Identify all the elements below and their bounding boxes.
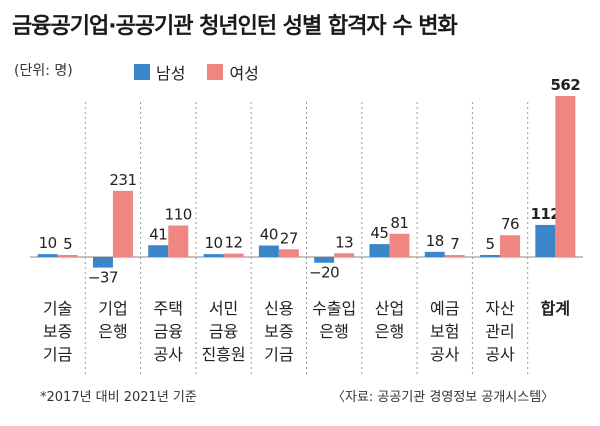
- category-label: 기술: [43, 299, 72, 318]
- data-label-female: 27: [280, 229, 298, 247]
- category-label: 보증: [43, 322, 72, 341]
- data-label-female: 562: [550, 76, 580, 94]
- category-label: 공사: [430, 345, 460, 364]
- bar-female: [112, 190, 133, 257]
- category-label: 서민: [209, 299, 238, 318]
- data-label-male: 5: [486, 235, 495, 253]
- legend-swatch-male: [134, 64, 150, 80]
- unit-label: (단위: 명): [14, 63, 73, 79]
- bar-female: [168, 225, 189, 257]
- source-note: 〈자료: 공공기관 경영정보 공개시스템〉: [332, 390, 555, 405]
- bar-male: [203, 254, 224, 257]
- category-label: 은행: [319, 322, 348, 341]
- bar-male: [535, 224, 556, 257]
- data-label-male: 10: [205, 234, 223, 252]
- category-label: 자산: [485, 299, 515, 318]
- data-label-male: 18: [426, 232, 444, 250]
- category-label: 산업: [375, 299, 404, 318]
- category-label: 예금: [430, 299, 459, 318]
- data-label-male: 45: [370, 224, 388, 242]
- category-label: 주택: [154, 299, 183, 318]
- data-label-female: 76: [501, 215, 519, 233]
- bar-female: [389, 233, 410, 257]
- category-label: 수출입: [312, 299, 356, 318]
- data-label-male: −20: [309, 264, 339, 282]
- bar-male: [37, 254, 58, 257]
- bar-female: [57, 255, 78, 257]
- bar-female: [334, 253, 355, 257]
- bar-female: [444, 254, 465, 257]
- category-label: 금융: [154, 322, 183, 341]
- legend-label-female: 여성: [229, 64, 259, 83]
- bar-female: [555, 96, 576, 257]
- category-label: 합계: [541, 299, 570, 318]
- bar-male: [480, 255, 501, 257]
- bar-female: [223, 253, 244, 257]
- legend-item-male: 남성: [134, 60, 185, 84]
- chart-title: 금융공기업·공공기관 청년인턴 성별 합격자 수 변화: [12, 14, 458, 39]
- category-label: 보증: [264, 322, 293, 341]
- category-label: 신용: [264, 299, 293, 318]
- legend: 남성 여성: [134, 60, 281, 84]
- category-label: 기금: [43, 345, 72, 364]
- data-label-male: 112: [530, 205, 560, 223]
- bar-female: [278, 249, 299, 257]
- category-label: 보험: [430, 322, 459, 341]
- category-label: 기금: [264, 345, 293, 364]
- category-label: 관리: [485, 322, 514, 341]
- data-label-male: 40: [260, 226, 278, 244]
- category-label: 공사: [154, 345, 184, 364]
- legend-swatch-female: [207, 64, 224, 80]
- category-label: 공사: [485, 345, 515, 364]
- category-label: 은행: [98, 322, 127, 341]
- bar-male: [258, 245, 279, 257]
- data-label-male: 41: [149, 225, 167, 243]
- category-label: 진흥원: [201, 345, 245, 364]
- bar-male: [148, 245, 169, 257]
- legend-item-female: 여성: [207, 60, 259, 84]
- category-label: 은행: [375, 322, 404, 341]
- data-label-female: 7: [450, 235, 459, 253]
- bar-male: [369, 244, 390, 257]
- category-label: 금융: [209, 322, 238, 341]
- bar-female: [500, 235, 521, 257]
- bar-male: [424, 251, 445, 257]
- bar-male: [314, 257, 335, 263]
- data-label-female: 12: [225, 234, 243, 252]
- data-label-male: 10: [39, 234, 57, 252]
- footnote: *2017년 대비 2021년 기준: [40, 390, 197, 405]
- legend-label-male: 남성: [156, 64, 186, 83]
- data-label-female: 110: [165, 205, 192, 223]
- category-label: 기업: [98, 299, 127, 318]
- data-label-female: 5: [63, 235, 72, 253]
- bar-male: [92, 257, 113, 268]
- data-label-female: 231: [109, 171, 136, 189]
- data-label-female: 81: [390, 214, 408, 232]
- data-label-female: 13: [335, 233, 353, 251]
- data-label-male: −37: [88, 269, 118, 287]
